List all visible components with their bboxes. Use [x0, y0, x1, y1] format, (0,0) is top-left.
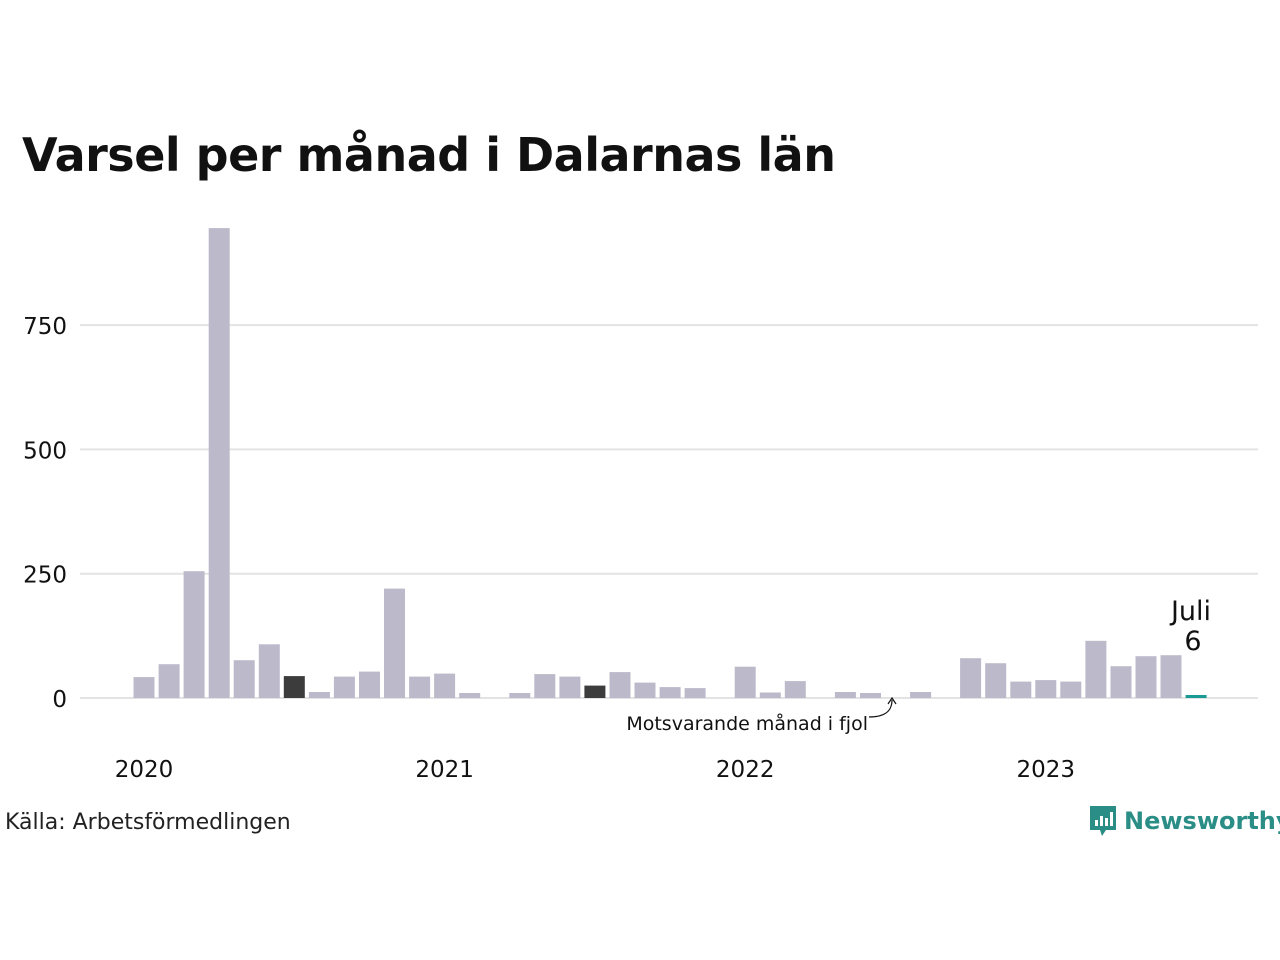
bar [684, 688, 706, 698]
last-year-arrow [868, 699, 893, 718]
newsworthy-logo-icon [1090, 806, 1116, 836]
bar [584, 685, 606, 698]
chart-title: Varsel per månad i Dalarnas län [22, 128, 836, 182]
bar [409, 676, 431, 698]
y-axis-ticks: 0 250 500 750 [23, 314, 67, 713]
y-tick-label: 250 [23, 563, 67, 589]
x-tick-label: 2021 [415, 757, 474, 783]
bar [1060, 681, 1082, 698]
brand-logo: Newsworthy [1088, 804, 1280, 838]
bar [333, 676, 355, 698]
bar [559, 676, 581, 698]
bar [208, 228, 230, 698]
bar [784, 681, 806, 698]
bar [158, 664, 180, 698]
y-tick-label: 0 [52, 687, 67, 713]
bar [258, 644, 280, 698]
last-year-annotation: Motsvarande månad i fjol [626, 712, 868, 735]
bar-series [133, 228, 1207, 698]
bar [634, 682, 656, 698]
source-note: Källa: Arbetsförmedlingen [5, 810, 291, 835]
x-tick-label: 2020 [115, 757, 174, 783]
bar [534, 674, 556, 698]
last-year-arrowhead [887, 696, 897, 705]
bar [434, 673, 456, 698]
bar [283, 676, 305, 698]
bar [910, 692, 932, 698]
bar [1110, 666, 1132, 698]
bar [1010, 681, 1032, 698]
bar [1035, 680, 1057, 698]
bar [659, 687, 681, 698]
bar [133, 677, 155, 698]
bar [734, 666, 756, 698]
annotations: Juli 6 Motsvarande månad i fjol [626, 596, 1211, 735]
bar [308, 692, 330, 698]
bar [609, 672, 631, 698]
y-tick-label: 750 [23, 314, 67, 340]
grid-lines [80, 324, 1258, 699]
latest-value-label: 6 [1184, 626, 1201, 657]
bar [960, 658, 982, 698]
bar [359, 671, 380, 698]
bar [1160, 655, 1182, 698]
bar [183, 571, 205, 698]
x-tick-label: 2023 [1017, 757, 1076, 783]
y-tick-label: 500 [23, 438, 67, 464]
bar [1185, 695, 1207, 698]
bar [233, 660, 255, 698]
bar [1135, 656, 1157, 698]
bar [1085, 640, 1107, 698]
bar [509, 693, 531, 698]
latest-month-label: Juli [1169, 596, 1211, 627]
bar [834, 692, 856, 698]
bar [985, 663, 1007, 698]
brand-name: Newsworthy [1124, 807, 1280, 835]
x-axis-ticks: 2020 2021 2022 2023 [115, 757, 1075, 783]
bar [759, 692, 781, 698]
bar [860, 693, 881, 698]
x-tick-label: 2022 [716, 757, 775, 783]
bar [384, 588, 405, 698]
bar [459, 693, 481, 698]
